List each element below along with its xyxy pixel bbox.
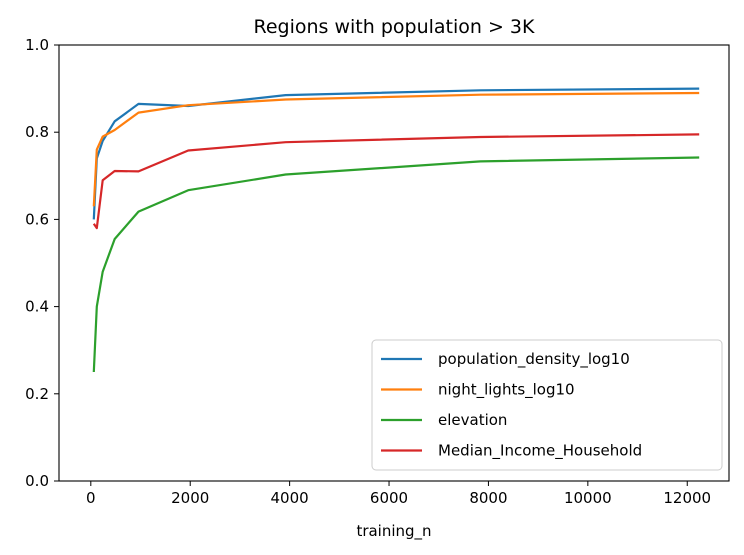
x-axis-label: training_n — [356, 522, 431, 541]
y-tick-label: 0.6 — [25, 210, 49, 228]
x-tick-label: 12000 — [663, 489, 711, 507]
x-tick-label: 2000 — [171, 489, 209, 507]
legend-label-2: elevation — [438, 411, 507, 429]
y-tick-label: 0.2 — [25, 385, 49, 403]
x-tick-label: 4000 — [271, 489, 309, 507]
legend-box — [371, 339, 723, 471]
legend-label-1: night_lights_log10 — [438, 381, 575, 400]
legend: population_density_log10 night_lights_log… — [371, 339, 723, 471]
series-line-0 — [92, 87, 700, 220]
series-line-1 — [92, 91, 700, 207]
plot-area — [92, 87, 700, 373]
legend-label-0: population_density_log10 — [438, 350, 630, 369]
y-tick-label: 0.8 — [25, 123, 49, 141]
x-tick-label: 0 — [86, 489, 96, 507]
series-line-2 — [92, 156, 700, 373]
y-tick-label: 1.0 — [25, 36, 49, 54]
x-tick-label: 10000 — [564, 489, 612, 507]
series-line-3 — [92, 133, 700, 230]
chart-title: Regions with population > 3K — [254, 16, 536, 38]
x-tick-label: 8000 — [469, 489, 507, 507]
legend-label-3: Median_Income_Household — [438, 442, 642, 461]
axis-ticks: 0 2000 4000 6000 8000 10000 12000 0.0 0.2 0.4 0.6 0… — [25, 36, 711, 507]
plot-frame — [58, 44, 730, 482]
y-tick-label: 0.0 — [25, 472, 49, 490]
x-tick-label: 6000 — [370, 489, 408, 507]
y-tick-label: 0.4 — [25, 298, 49, 316]
